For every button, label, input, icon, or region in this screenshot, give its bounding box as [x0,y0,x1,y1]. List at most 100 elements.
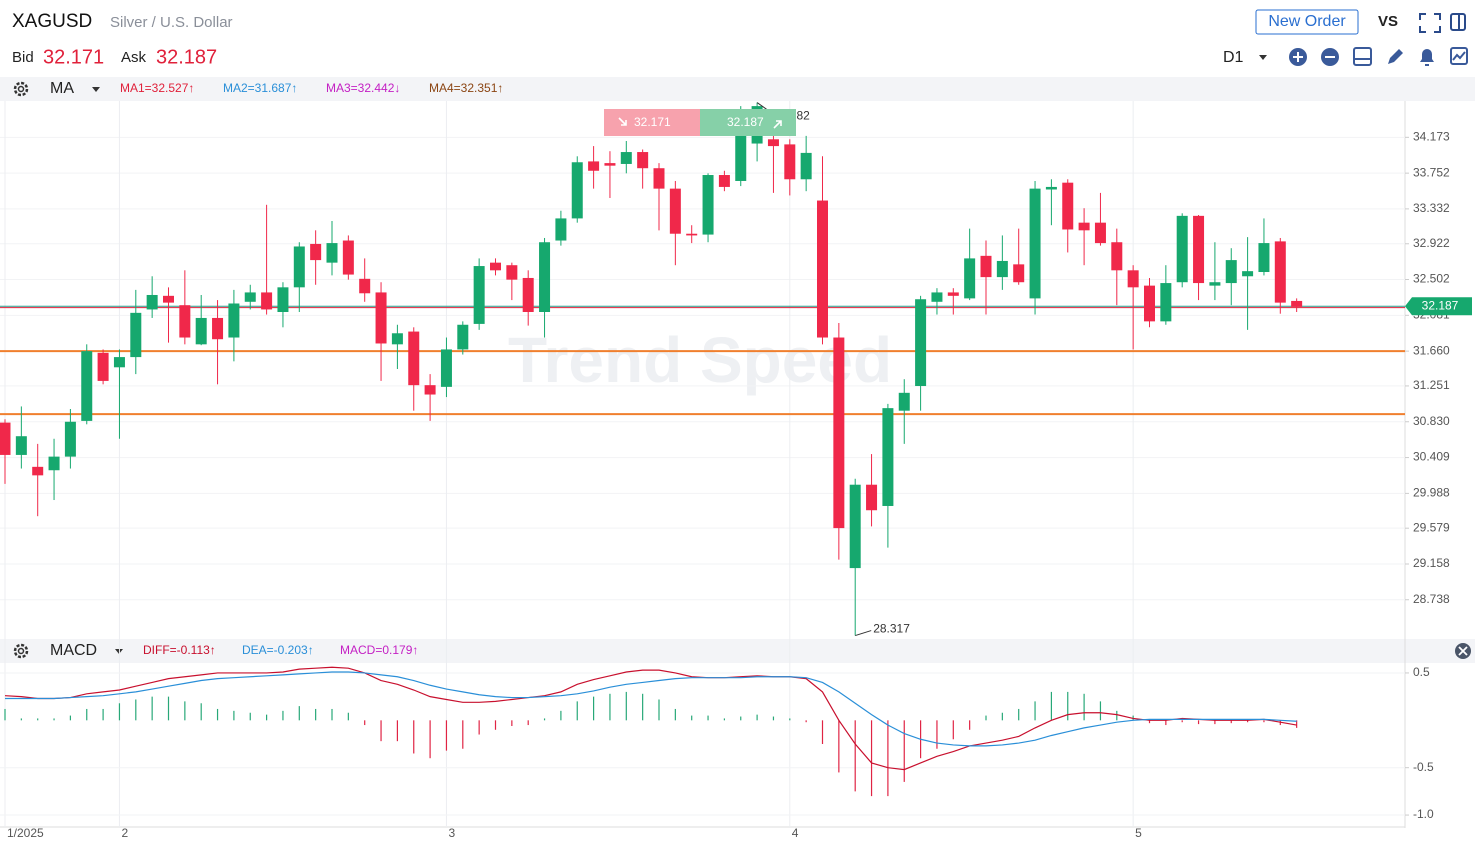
settings-icon[interactable] [13,643,29,659]
candle-body [457,324,469,350]
candle-body [1144,285,1155,322]
candle-body [1094,222,1106,244]
alert-icon[interactable] [1420,49,1434,66]
candle-body [375,292,387,344]
candle-body [800,152,812,180]
sell-quote [604,109,700,136]
x-tick-label: 3 [448,826,455,840]
legend-entry: MACD=0.179↑ [340,643,418,657]
candle-body [130,312,142,358]
legend-entry: MA4=32.351↑ [429,81,503,95]
candle-body [1176,215,1188,283]
candle-body [915,299,927,387]
ma-indicator[interactable]: MA [50,80,74,97]
candle-body [1193,215,1205,284]
candle-body [195,317,207,345]
candle-body [686,233,698,236]
candle-body [980,255,992,278]
new-order-text[interactable]: New Order [1268,13,1346,30]
candle-body [228,303,240,338]
candle-body [947,292,959,296]
candle-body [866,484,878,511]
timeframe[interactable]: D1 [1223,49,1244,66]
candle-body [0,422,11,455]
candle-body [784,144,796,180]
zoom-out-icon[interactable] [1321,48,1339,66]
candle-body [767,139,779,147]
candle-body [359,278,371,294]
candle-body [48,456,60,471]
x-tick-label: 1/2025 [7,826,44,840]
candle-body [163,295,174,303]
y-tick-label: -0.5 [1413,760,1434,774]
candle-body [539,242,551,312]
candle-body [931,292,943,302]
y-tick-label: 30.830 [1413,414,1450,428]
price-tag-label: 32.187 [1422,298,1459,312]
candle-body [735,111,747,181]
legend-entry: MA2=31.687↑ [223,81,297,95]
candle-body [342,240,354,275]
sell-arrow [618,117,627,126]
bid-price: 32.171 [43,46,104,68]
candle-body [146,294,158,310]
buy-price: 32.187 [727,115,764,129]
candle-body [1062,182,1074,230]
candle-body [1242,271,1254,277]
dropdown-arrow[interactable] [92,87,100,92]
layout-icon[interactable] [1353,47,1372,66]
candle-body [473,266,485,324]
candle-body [1258,243,1270,273]
candle-body [490,262,501,271]
candle-body [620,152,632,164]
legend-entry: DEA=-0.203↑ [242,643,314,657]
indicator-icon[interactable] [1450,47,1468,65]
y-tick-label: 31.660 [1413,343,1450,357]
zoom-in-icon[interactable] [1289,48,1307,66]
leader-line [855,630,872,637]
candle-body [1127,270,1139,288]
price-tag [1405,297,1472,316]
candle-body [1274,241,1286,303]
y-tick-label: 29.988 [1413,486,1450,500]
candle-body [588,161,600,171]
dropdown-arrow[interactable] [1259,55,1267,60]
macd-indicator[interactable]: MACD [50,642,97,659]
ask-label: Ask [121,49,147,66]
symbol: XAGUSD [12,11,92,32]
legend-entry: MA3=32.442↓ [326,81,400,95]
candle-body [277,287,289,312]
y-tick-label: 31.251 [1413,378,1450,392]
candle-body [653,168,665,189]
macd-line [4,666,1297,771]
y-tick-label: 29.158 [1413,556,1450,570]
candle-body [604,163,616,166]
candle-body [244,292,256,302]
ma-toolbar [0,77,1475,101]
draw-icon[interactable] [1388,49,1403,64]
ask-price: 32.187 [156,46,217,68]
settings-icon[interactable] [13,81,29,97]
candle-body [555,218,567,241]
vs-button[interactable]: VS [1378,13,1398,30]
candle-body [849,484,861,569]
candle-body [113,357,125,368]
candle-body [996,260,1008,278]
fullscreen-icon[interactable] [1419,13,1441,33]
candle-body [1225,260,1237,284]
candle-body [261,292,273,310]
new-order-button[interactable] [1255,9,1359,35]
y-tick-label: 0.5 [1413,665,1430,679]
panel-icon[interactable] [1450,13,1466,31]
y-tick-label: 30.409 [1413,450,1450,464]
legend-entry: MA1=32.527↑ [120,81,194,95]
y-tick-label: 33.752 [1413,165,1450,179]
candle-body [1045,186,1057,190]
y-tick-label: 33.332 [1413,201,1450,215]
bid-label: Bid [12,49,34,66]
close-icon[interactable] [1455,643,1471,659]
candle-body [293,246,305,288]
candle-body [212,317,224,340]
candle-body [326,243,338,263]
